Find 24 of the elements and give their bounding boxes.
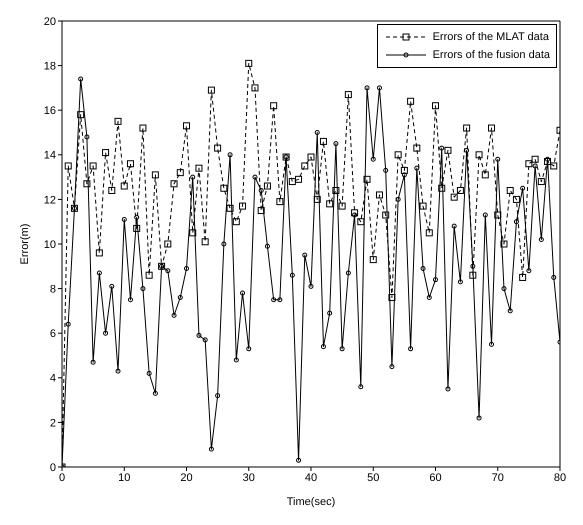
- y-tick-label: 20: [44, 16, 56, 28]
- x-tick-label: 80: [554, 472, 566, 484]
- legend-label: Errors of the MLAT data: [432, 31, 549, 43]
- y-tick-label: 10: [44, 238, 56, 251]
- y-tick-label: 18: [44, 60, 56, 73]
- x-tick-label: 0: [58, 472, 66, 484]
- x-axis-title: Time(sec): [286, 496, 336, 508]
- y-tick-label: 4: [50, 372, 56, 385]
- x-tick-label: 20: [180, 472, 193, 484]
- y-tick-label: 6: [50, 328, 56, 340]
- x-tick-label: 10: [118, 472, 130, 484]
- y-tick-label: 2: [50, 417, 56, 430]
- x-tick-label: 40: [304, 472, 318, 484]
- x-tick-label: 60: [429, 472, 442, 484]
- y-tick-label: 14: [44, 150, 56, 162]
- y-tick-label: 8: [50, 284, 56, 296]
- legend-label: Errors of the fusion data: [432, 49, 550, 61]
- y-tick-label: 16: [44, 105, 56, 118]
- y-tick-label: 12: [44, 194, 56, 206]
- x-tick-label: 50: [367, 472, 380, 484]
- x-tick-label: 30: [242, 472, 255, 484]
- y-axis-title: Error(m): [18, 224, 31, 264]
- y-tick-label: 0: [50, 462, 56, 474]
- x-tick-label: 70: [492, 472, 504, 484]
